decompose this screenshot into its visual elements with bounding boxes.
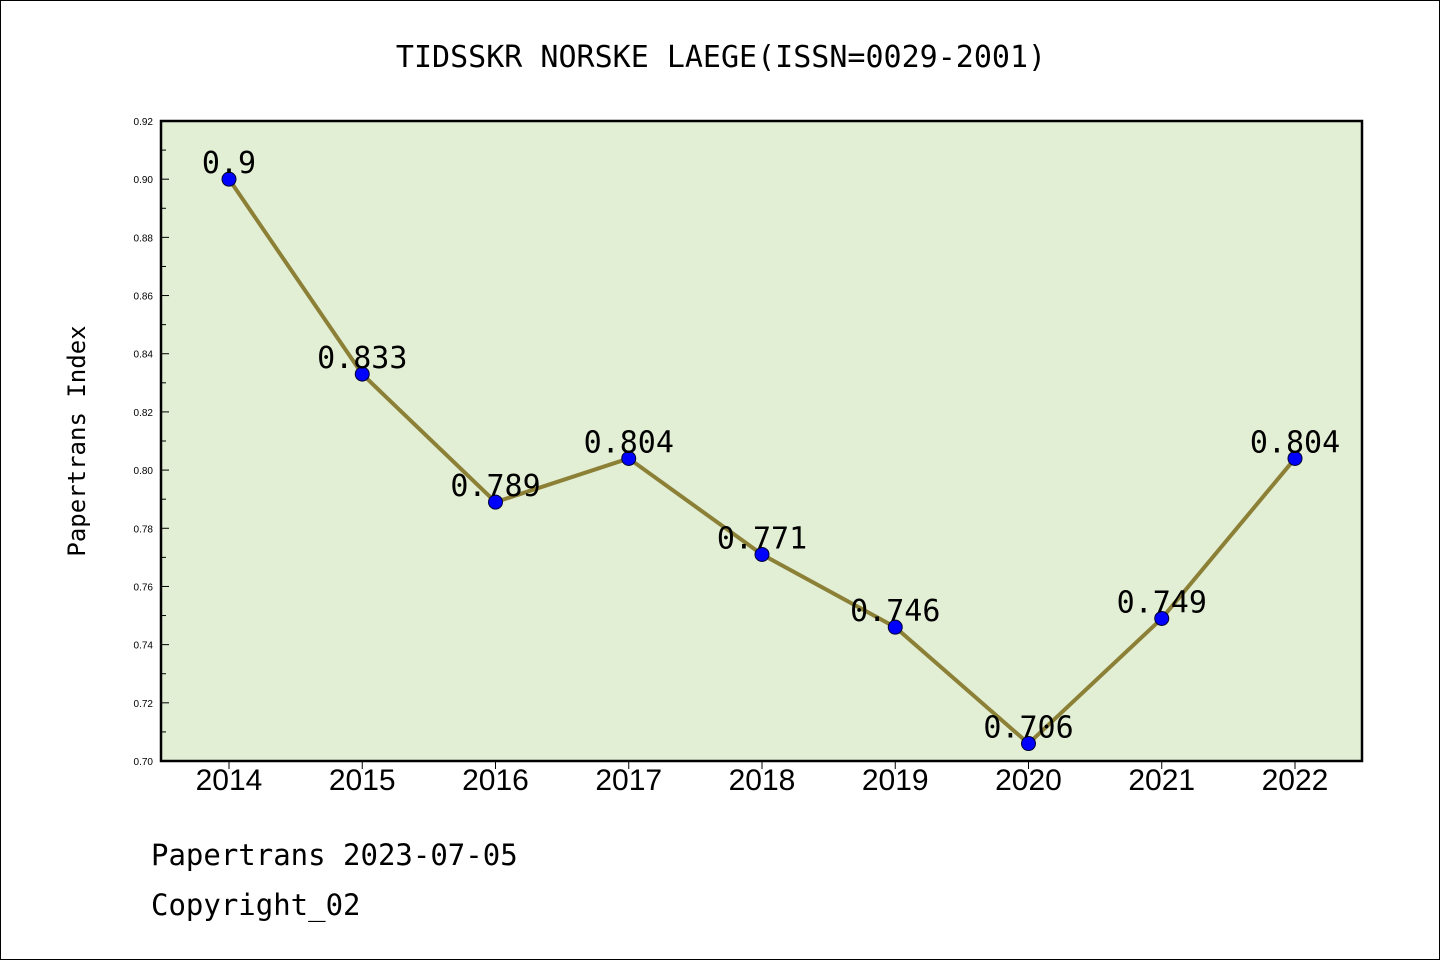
x-tick-label: 2016 (462, 764, 529, 797)
data-point (621, 450, 637, 466)
data-point (488, 494, 503, 510)
data-point (1021, 736, 1036, 752)
footer-copyright: Copyright_02 (151, 888, 361, 923)
data-point (887, 619, 903, 635)
y-tick-label: 0.70 (134, 757, 154, 768)
data-label: 0.9 (202, 146, 256, 181)
footer-date: Papertrans 2023-07-05 (151, 838, 518, 872)
y-tick-label: 0.74 (134, 641, 154, 652)
data-labels: 0.9 0.833 0.789 0.804 0.771 0.746 0.706 0.749 0.… (202, 146, 1340, 745)
y-tick-label: 0.84 (134, 350, 154, 361)
chart-title: TIDSSKR NORSKE LAEGE(ISSN=0029-2001) (396, 40, 1046, 75)
data-point (1287, 450, 1303, 466)
y-tick-label: 0.80 (134, 466, 154, 477)
data-label: 0.789 (450, 469, 540, 504)
y-axis: 0.70 0.72 0.74 0.76 0.78 0.80 0.82 0.84 0.86 0.88… (134, 117, 169, 768)
x-tick-label: 2017 (595, 764, 662, 797)
x-tick-label: 2020 (995, 764, 1062, 797)
y-tick-label: 0.86 (134, 292, 154, 303)
x-tick-label: 2014 (196, 764, 263, 797)
x-tick-label: 2018 (729, 764, 796, 797)
data-label: 0.804 (1250, 425, 1340, 460)
x-tick-label: 2015 (329, 764, 396, 797)
y-tick-label: 0.82 (134, 408, 154, 419)
data-label: 0.746 (850, 594, 940, 629)
x-tick-label: 2019 (862, 764, 929, 797)
y-tick-label: 0.88 (134, 233, 154, 244)
plot-border (159, 119, 1364, 763)
data-point (1154, 610, 1170, 626)
y-tick-label: 0.76 (134, 582, 154, 593)
data-point (221, 171, 237, 187)
data-label: 0.749 (1117, 585, 1207, 620)
data-label: 0.804 (584, 425, 674, 460)
data-label: 0.706 (983, 711, 1073, 746)
y-axis-label: Papertrans Index (63, 325, 91, 556)
plot-area (161, 121, 1362, 761)
x-tick-label: 2021 (1128, 764, 1195, 797)
data-point (754, 546, 770, 562)
x-tick-label: 2022 (1262, 764, 1329, 797)
data-point (354, 366, 370, 382)
y-tick-label: 0.90 (134, 175, 154, 186)
data-label: 0.833 (317, 341, 407, 376)
data-markers (221, 171, 1303, 752)
y-tick-label: 0.78 (134, 524, 154, 535)
y-tick-label: 0.92 (134, 117, 154, 128)
data-label: 0.771 (717, 521, 807, 556)
x-axis: 2014 2015 2016 2017 2018 2019 2020 2021 2022 (196, 761, 1329, 797)
y-tick-label: 0.72 (134, 699, 154, 710)
